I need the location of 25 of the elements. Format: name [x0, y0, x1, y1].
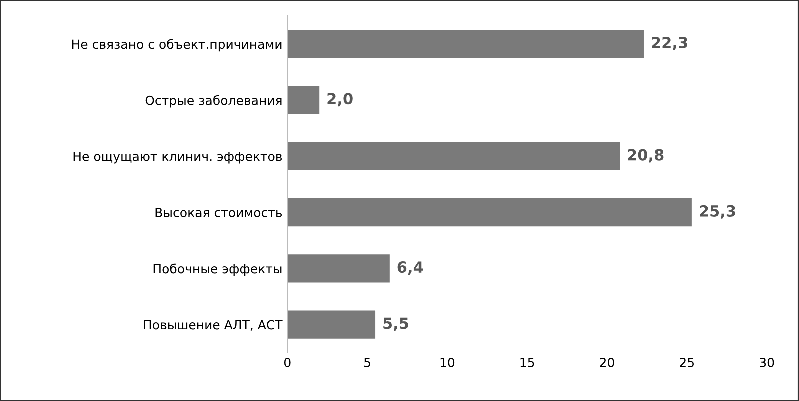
bar — [288, 254, 390, 283]
data-label: 22,3 — [652, 36, 688, 50]
x-tick-label: 15 — [520, 358, 534, 368]
bar — [288, 30, 644, 58]
data-label: 2,0 — [328, 93, 353, 107]
x-tick-label: 25 — [680, 358, 694, 368]
x-tick-label: 5 — [364, 358, 370, 368]
y-tick-label: Не ощущают клинич. эффектов — [74, 152, 282, 164]
data-label: 5,5 — [384, 318, 408, 332]
x-tick-label: 10 — [440, 358, 455, 368]
data-label: 6,4 — [398, 262, 424, 276]
x-tick-label: 20 — [600, 358, 614, 368]
data-label: 25,3 — [700, 205, 736, 219]
y-tick-label: Высокая стоимость — [156, 208, 282, 218]
y-tick-label: Побочные эффекты — [154, 264, 282, 276]
bar — [288, 86, 320, 114]
x-tick-label: 30 — [760, 358, 774, 368]
data-label: 20,8 — [628, 149, 664, 163]
y-tick-label: Острые заболевания — [146, 95, 282, 108]
y-tick-label: Повышение АЛТ, АСТ — [144, 320, 283, 332]
y-tick-label: Не связано с объект.причинами — [72, 39, 282, 52]
bar — [288, 198, 692, 227]
x-tick-label: 0 — [284, 358, 291, 368]
bar — [288, 142, 620, 170]
bar — [288, 310, 376, 339]
